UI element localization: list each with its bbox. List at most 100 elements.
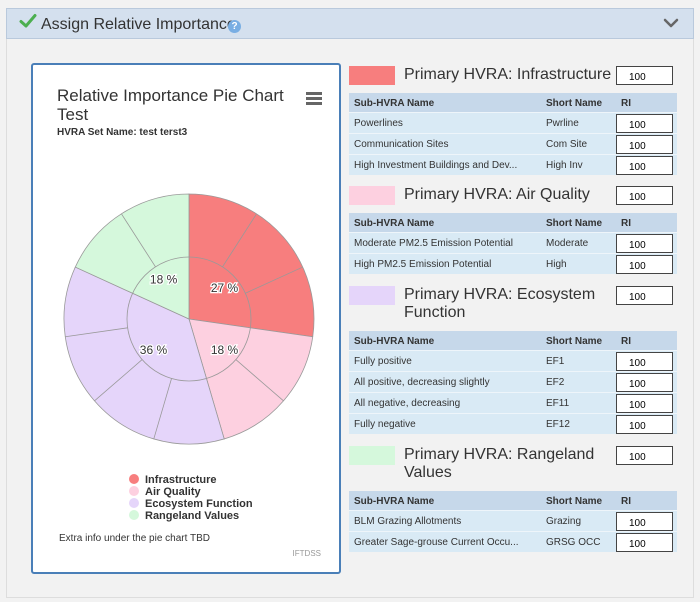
table-header: Sub-HVRA Name Short Name RI [349,331,677,350]
pie-data-label: 18 % [150,272,178,286]
sub-hvra-name: All positive, decreasing slightly [354,377,490,388]
sub-hvra-name: High PM2.5 Emission Potential [354,259,492,270]
help-icon[interactable]: ? [228,20,241,33]
sub-hvra-short-name: Com Site [546,139,588,150]
sub-hvra-table: Sub-HVRA Name Short Name RI Fully positi… [349,331,677,434]
group-ri-input[interactable] [616,186,673,205]
pie-inner-ring [126,256,252,382]
sub-hvra-name: High Investment Buildings and Dev... [354,160,518,171]
panel-title: Assign Relative Importance [41,16,236,33]
col-header-name: Sub-HVRA Name [354,336,435,347]
pie-sub-slice-divider [94,359,143,402]
pie-sub-slice-divider [65,327,128,338]
pie-data-label: 27 % [211,281,239,295]
table-row: Powerlines Pwrline [349,112,677,133]
chart-credit: IFTDSS [292,549,321,558]
group-ri-input[interactable] [616,446,673,465]
chart-subtitle: HVRA Set Name: test terst3 [57,127,188,138]
table-row: All positive, decreasing slightly EF2 [349,371,677,392]
sub-hvra-name: Fully negative [354,419,416,430]
legend-marker [129,498,139,508]
table-row: Greater Sage-grouse Current Occu... GRSG… [349,531,677,552]
sub-hvra-table: Sub-HVRA Name Short Name RI BLM Grazing … [349,491,677,552]
group-title: Primary HVRA: Rangeland Values [404,446,595,481]
col-header-short: Short Name [546,218,603,229]
sub-hvra-name: All negative, decreasing [354,398,461,409]
col-header-short: Short Name [546,98,603,109]
legend-label: Ecosystem Function [145,498,253,510]
table-row: Fully positive EF1 [349,350,677,371]
group-title: Primary HVRA: Infrastructure [404,66,612,83]
ri-input[interactable] [616,352,673,371]
table-row: High PM2.5 Emission Potential High [349,253,677,274]
sub-hvra-short-name: EF1 [546,356,565,367]
pie-slice-infrastructure[interactable] [188,193,315,338]
group-color-swatch [349,286,395,305]
col-header-ri: RI [621,98,631,109]
group-ri-input[interactable] [616,66,673,85]
ri-input[interactable] [616,373,673,392]
ri-input[interactable] [616,512,673,531]
ri-input[interactable] [616,255,673,274]
table-row: BLM Grazing Allotments Grazing [349,510,677,531]
legend-label: Infrastructure [145,474,217,486]
col-header-ri: RI [621,496,631,507]
pie-sub-slice-divider [153,378,172,440]
chart-title: Relative Importance Pie Chart Test [57,86,284,124]
chevron-down-icon[interactable] [663,16,679,30]
pie-sub-slice-divider [222,213,257,268]
pie-data-label: 36 % [140,343,168,357]
sub-hvra-short-name: Moderate [546,238,589,249]
sub-hvra-name: Fully positive [354,356,412,367]
legend-label: Rangeland Values [145,510,240,522]
pie-slice-air-quality[interactable] [188,318,314,440]
chart-menu-icon[interactable] [306,92,322,105]
legend-item-ecosystem-function[interactable]: Ecosystem Function [129,498,253,510]
chart-extra-info: Extra info under the pie chart TBD [59,533,211,544]
sub-hvra-name: Greater Sage-grouse Current Occu... [354,537,519,548]
table-row: High Investment Buildings and Dev... Hig… [349,154,677,175]
group-color-swatch [349,186,395,205]
sub-hvra-short-name: Pwrline [546,118,579,129]
table-header: Sub-HVRA Name Short Name RI [349,93,677,112]
legend-item-infrastructure[interactable]: Infrastructure [129,474,253,486]
col-header-short: Short Name [546,496,603,507]
pie-data-label: 18 % [211,343,239,357]
sub-hvra-short-name: EF2 [546,377,565,388]
legend-marker [129,510,139,520]
ri-input[interactable] [616,234,673,253]
group-ri-input[interactable] [616,286,673,305]
sub-hvra-short-name: GRSG OCC [546,537,601,548]
ri-input[interactable] [616,114,673,133]
col-header-name: Sub-HVRA Name [354,496,435,507]
ri-input[interactable] [616,415,673,434]
legend-marker [129,486,139,496]
sub-hvra-short-name: High [546,259,567,270]
panel-header[interactable]: Assign Relative Importance ? [6,8,694,39]
col-header-name: Sub-HVRA Name [354,98,435,109]
legend-item-air-quality[interactable]: Air Quality [129,486,253,498]
table-header: Sub-HVRA Name Short Name RI [349,213,677,232]
ri-input[interactable] [616,394,673,413]
legend-item-rangeland-values[interactable]: Rangeland Values [129,510,253,522]
ri-input[interactable] [616,533,673,552]
group-color-swatch [349,446,395,465]
pie-slice-rangeland-values[interactable] [74,193,190,320]
table-row: All negative, decreasing EF11 [349,392,677,413]
sub-hvra-name: BLM Grazing Allotments [354,516,462,527]
group-title: Primary HVRA: Ecosystem Function [404,286,596,321]
col-header-ri: RI [621,336,631,347]
chart-legend: Infrastructure Air Quality Ecosystem Funct… [129,474,253,522]
pie-sub-slice-divider [245,266,303,294]
pie-chart: 27 % 18 % 36 % 18 % [63,193,315,445]
sub-hvra-short-name: Grazing [546,516,582,527]
sub-hvra-table: Sub-HVRA Name Short Name RI Moderate PM2… [349,213,677,274]
table-header: Sub-HVRA Name Short Name RI [349,491,677,510]
sub-hvra-name: Powerlines [354,118,403,129]
ri-input[interactable] [616,156,673,175]
pie-sub-slice-divider [121,213,156,268]
sub-hvra-name: Communication Sites [354,139,449,150]
group-color-swatch [349,66,395,85]
check-icon [19,14,37,28]
ri-input[interactable] [616,135,673,154]
